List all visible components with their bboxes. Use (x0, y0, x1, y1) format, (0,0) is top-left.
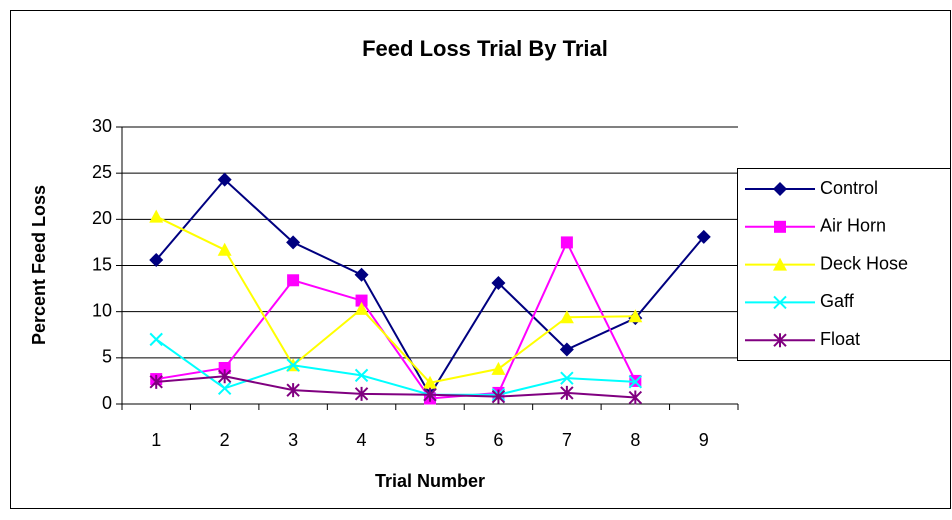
x-tick-label: 6 (493, 430, 503, 450)
marker (773, 257, 787, 271)
marker (286, 358, 300, 372)
x-tick-label: 3 (288, 430, 298, 450)
marker (286, 383, 300, 398)
legend-label: Gaff (820, 291, 855, 311)
legend-label: Float (820, 329, 860, 349)
x-axis-label: Trial Number (375, 471, 485, 491)
marker (149, 332, 163, 347)
marker (773, 295, 787, 310)
marker (696, 229, 711, 244)
series-line (156, 375, 636, 399)
marker (560, 236, 573, 249)
marker (628, 390, 643, 405)
y-tick-label: 10 (92, 300, 112, 320)
y-tick-label: 0 (102, 393, 112, 413)
series-line (155, 338, 636, 396)
y-tick-label: 20 (92, 208, 112, 228)
marker (149, 252, 164, 267)
series-line (156, 240, 637, 400)
marker (354, 386, 369, 401)
marker (628, 375, 643, 389)
marker (491, 389, 506, 404)
series-line (155, 215, 636, 384)
y-tick-label: 5 (102, 347, 112, 367)
marker (559, 342, 574, 357)
x-tick-label: 2 (220, 430, 230, 450)
marker (423, 387, 437, 402)
marker (423, 375, 437, 389)
marker (287, 274, 300, 287)
x-tick-label: 9 (699, 430, 709, 450)
marker (217, 369, 232, 384)
marker (491, 276, 506, 291)
y-tick-label: 15 (92, 254, 112, 274)
marker (354, 368, 369, 383)
marker (774, 220, 786, 233)
marker (773, 182, 787, 196)
marker (559, 310, 574, 324)
marker (560, 371, 574, 385)
legend-label: Control (820, 178, 878, 198)
legend-label: Deck Hose (820, 253, 908, 273)
x-tick-label: 5 (425, 430, 435, 450)
marker (217, 172, 232, 187)
x-tick-label: 8 (630, 430, 640, 450)
marker (217, 381, 232, 396)
x-tick-label: 1 (151, 430, 161, 450)
marker (217, 242, 232, 256)
chart-title: Feed Loss Trial By Trial (362, 36, 608, 61)
x-tick-label: 4 (357, 430, 367, 450)
marker (149, 374, 163, 389)
y-tick-label: 25 (92, 162, 112, 182)
marker (149, 209, 164, 223)
marker (560, 385, 574, 400)
marker (628, 309, 643, 323)
y-axis-label: Percent Feed Loss (29, 185, 49, 345)
x-tick-label: 7 (562, 430, 572, 450)
marker (218, 361, 231, 374)
legend-label: Air Horn (820, 216, 886, 236)
marker (773, 333, 787, 348)
marker (286, 235, 301, 250)
y-tick-label: 30 (92, 116, 112, 136)
marker (355, 294, 368, 307)
marker (354, 301, 369, 315)
marker (354, 267, 369, 282)
marker (491, 361, 506, 375)
